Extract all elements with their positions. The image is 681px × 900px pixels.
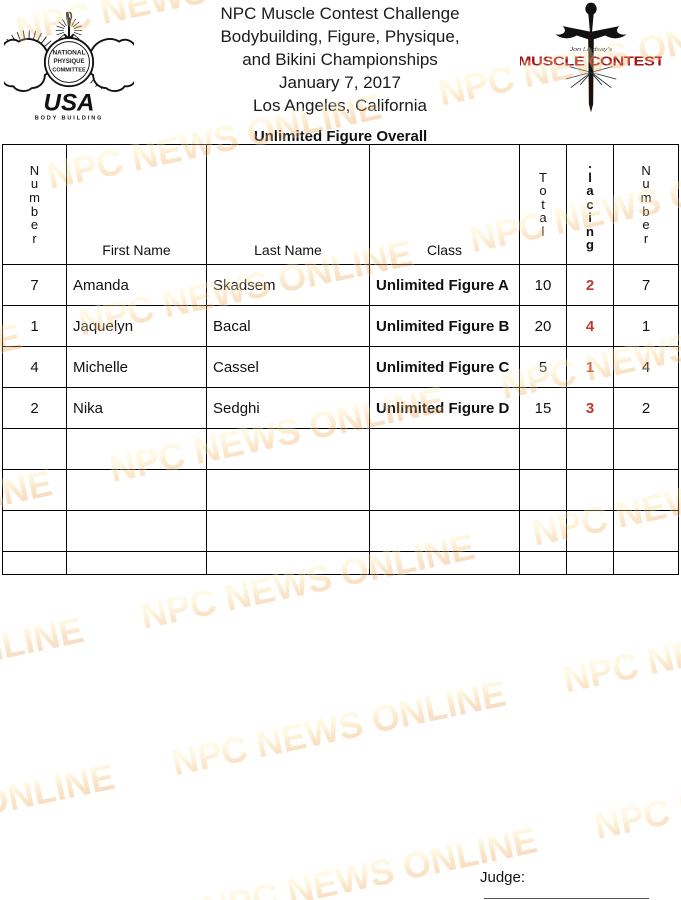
svg-text:BODY BUILDING: BODY BUILDING	[35, 116, 104, 122]
svg-text:COMMITTEE: COMMITTEE	[52, 67, 86, 73]
svg-text:USA: USA	[44, 89, 95, 116]
svg-text:MUSCLE CONTEST: MUSCLE CONTEST	[520, 55, 662, 69]
svg-text:PHYSIQUE: PHYSIQUE	[53, 59, 84, 65]
svg-text:Jon Lindsay's: Jon Lindsay's	[569, 47, 614, 53]
svg-text:NATIONAL: NATIONAL	[52, 50, 85, 57]
